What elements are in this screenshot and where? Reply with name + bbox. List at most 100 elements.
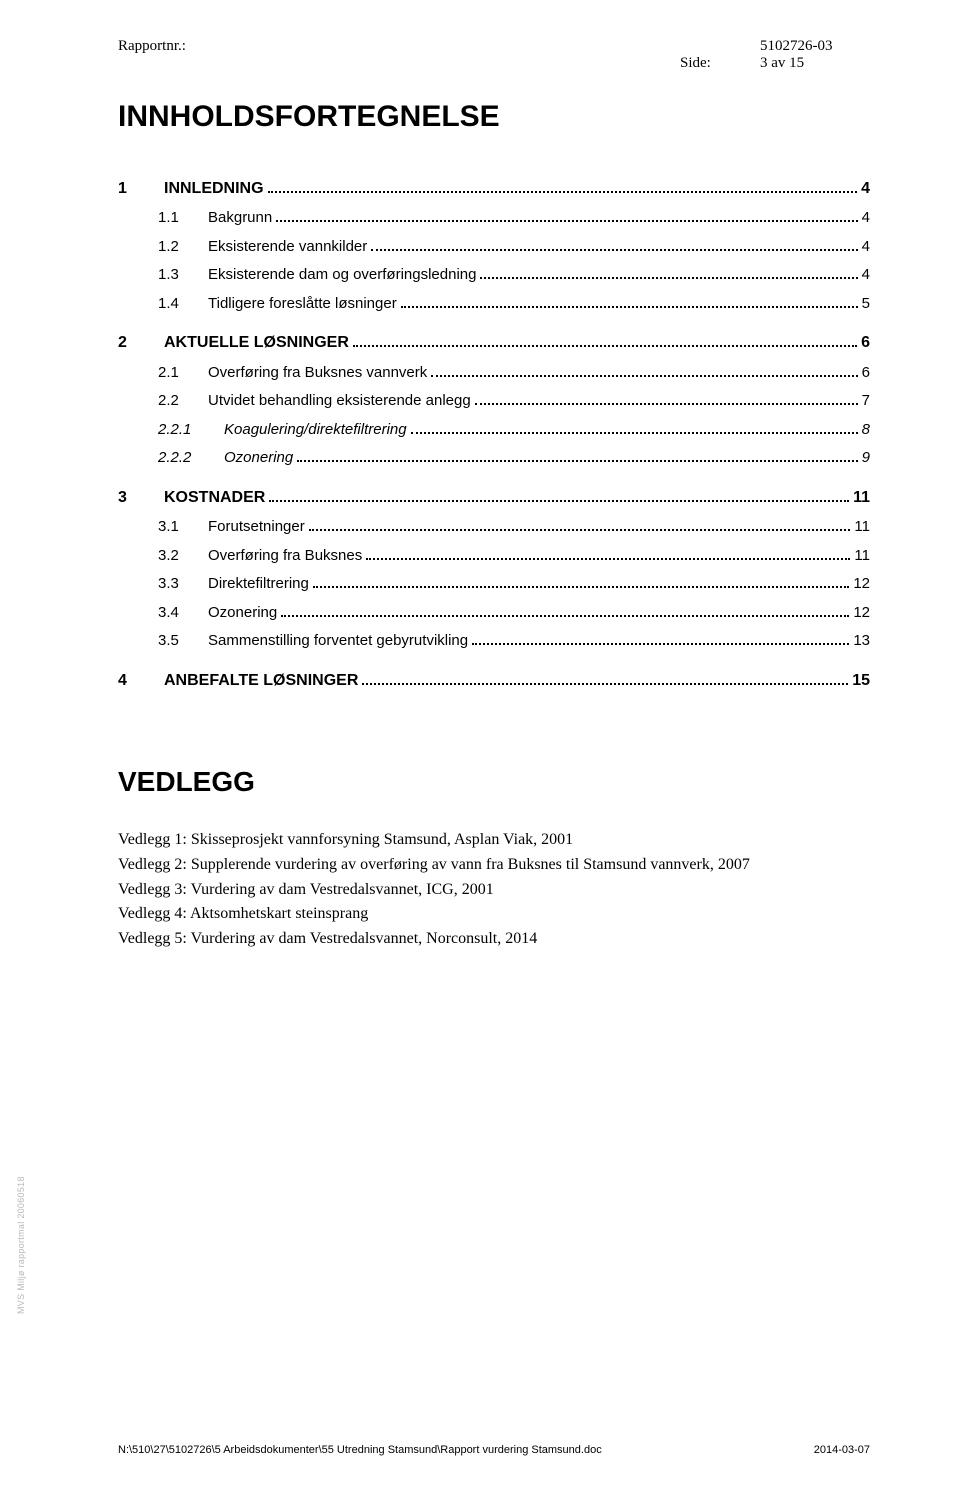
toc-leader bbox=[297, 447, 857, 463]
toc-label: Overføring fra Buksnes vannverk bbox=[202, 359, 427, 388]
toc-leader bbox=[431, 361, 857, 377]
toc-number: 3.5 bbox=[158, 627, 202, 656]
toc-entry: 1.1Bakgrunn 4 bbox=[118, 204, 870, 233]
toc-entry: 4ANBEFALTE LØSNINGER 15 bbox=[118, 666, 870, 696]
toc-label: Tidligere foreslåtte løsninger bbox=[202, 290, 397, 319]
toc-leader bbox=[401, 292, 858, 308]
toc-page: 4 bbox=[862, 261, 870, 290]
toc-page: 11 bbox=[854, 513, 870, 542]
toc-label: Eksisterende vannkilder bbox=[202, 233, 367, 262]
toc-label: Utvidet behandling eksisterende anlegg bbox=[202, 387, 471, 416]
toc-entry: 3.4Ozonering 12 bbox=[118, 599, 870, 628]
toc-entry: 3.1Forutsetninger11 bbox=[118, 513, 870, 542]
toc-leader bbox=[411, 418, 858, 434]
toc-leader bbox=[366, 544, 850, 560]
page-title: INNHOLDSFORTEGNELSE bbox=[118, 100, 870, 134]
toc-number: 1.2 bbox=[158, 233, 202, 262]
toc-page: 12 bbox=[853, 599, 870, 628]
toc-entry: 3.5Sammenstilling forventet gebyrutvikli… bbox=[118, 627, 870, 656]
attachments-title: VEDLEGG bbox=[118, 766, 870, 798]
toc-gap bbox=[118, 473, 870, 483]
toc-label: Koagulering/direktefiltrering bbox=[218, 416, 407, 445]
toc-entry: 2AKTUELLE LØSNINGER 6 bbox=[118, 328, 870, 358]
toc-entry: 3KOSTNADER 11 bbox=[118, 483, 870, 513]
header-page-row: Side: 3 av 15 bbox=[680, 55, 870, 72]
toc-label: Direktefiltrering bbox=[202, 570, 309, 599]
header-report: Rapportnr.: bbox=[118, 38, 494, 72]
toc-page: 13 bbox=[853, 627, 870, 656]
toc-entry: 1INNLEDNING 4 bbox=[118, 174, 870, 204]
toc-leader bbox=[268, 177, 858, 193]
page-header: Rapportnr.: 5102726-03 Side: 3 av 15 bbox=[118, 38, 870, 72]
page-label: Side: bbox=[680, 55, 760, 72]
toc-entry: 2.2.2Ozonering 9 bbox=[118, 444, 870, 473]
toc-page: 11 bbox=[853, 483, 870, 513]
template-watermark: MVS Miljø rapportmal 20060518 bbox=[16, 1176, 26, 1314]
toc-leader bbox=[269, 485, 849, 501]
toc-page: 6 bbox=[861, 328, 870, 358]
toc-number: 1 bbox=[118, 174, 158, 204]
toc-gap bbox=[118, 656, 870, 666]
attachment-item: Vedlegg 4: Aktsomhetskart steinsprang bbox=[118, 902, 870, 927]
toc-number: 4 bbox=[118, 666, 158, 696]
toc-entry: 1.4Tidligere foreslåtte løsninger 5 bbox=[118, 290, 870, 319]
toc-page: 4 bbox=[862, 204, 870, 233]
toc-number: 1.4 bbox=[158, 290, 202, 319]
toc-number: 3.3 bbox=[158, 570, 202, 599]
toc-page: 9 bbox=[862, 444, 870, 473]
toc-page: 8 bbox=[862, 416, 870, 445]
toc-label: Overføring fra Buksnes bbox=[202, 542, 362, 571]
footer-path: N:\510\27\5102726\5 Arbeidsdokumenter\55… bbox=[118, 1444, 602, 1456]
toc-label: AKTUELLE LØSNINGER bbox=[158, 328, 349, 358]
toc-gap bbox=[118, 318, 870, 328]
toc-entry: 2.1Overføring fra Buksnes vannverk 6 bbox=[118, 359, 870, 388]
header-report-row: 5102726-03 bbox=[680, 38, 870, 55]
attachment-item: Vedlegg 3: Vurdering av dam Vestredalsva… bbox=[118, 878, 870, 903]
toc-page: 5 bbox=[862, 290, 870, 319]
attachment-item: Vedlegg 2: Supplerende vurdering av over… bbox=[118, 853, 870, 878]
toc-entry: 3.3Direktefiltrering 12 bbox=[118, 570, 870, 599]
toc-page: 7 bbox=[862, 387, 870, 416]
toc-label: Eksisterende dam og overføringsledning bbox=[202, 261, 476, 290]
toc-leader bbox=[475, 390, 858, 406]
toc-label: Ozonering bbox=[202, 599, 277, 628]
toc-leader bbox=[371, 235, 857, 251]
toc-page: 6 bbox=[862, 359, 870, 388]
toc-label: INNLEDNING bbox=[158, 174, 264, 204]
toc-number: 2 bbox=[118, 328, 158, 358]
page-footer: N:\510\27\5102726\5 Arbeidsdokumenter\55… bbox=[118, 1444, 870, 1456]
footer-date: 2014-03-07 bbox=[814, 1444, 870, 1456]
toc-number: 2.2.2 bbox=[158, 444, 218, 473]
toc-label: Bakgrunn bbox=[202, 204, 272, 233]
toc-number: 3.2 bbox=[158, 542, 202, 571]
toc-label: Sammenstilling forventet gebyrutvikling bbox=[202, 627, 468, 656]
toc-label: ANBEFALTE LØSNINGER bbox=[158, 666, 358, 696]
toc-page: 15 bbox=[852, 666, 870, 696]
toc-leader bbox=[480, 264, 857, 280]
attachment-item: Vedlegg 5: Vurdering av dam Vestredalsva… bbox=[118, 927, 870, 952]
toc-page: 4 bbox=[862, 233, 870, 262]
toc-number: 3.4 bbox=[158, 599, 202, 628]
toc-number: 2.2 bbox=[158, 387, 202, 416]
toc-leader bbox=[309, 516, 851, 532]
spacer bbox=[680, 38, 760, 55]
toc-leader bbox=[281, 601, 849, 617]
toc-number: 2.1 bbox=[158, 359, 202, 388]
toc-number: 1.3 bbox=[158, 261, 202, 290]
page-value: 3 av 15 bbox=[760, 55, 870, 72]
toc-label: KOSTNADER bbox=[158, 483, 265, 513]
toc-leader bbox=[472, 630, 849, 646]
toc-leader bbox=[276, 207, 857, 223]
toc-leader bbox=[313, 573, 849, 589]
toc-number: 3 bbox=[118, 483, 158, 513]
attachments-list: Vedlegg 1: Skisseprosjekt vannforsyning … bbox=[118, 828, 870, 952]
toc-entry: 1.2Eksisterende vannkilder 4 bbox=[118, 233, 870, 262]
toc-label: Forutsetninger bbox=[202, 513, 305, 542]
table-of-contents: 1INNLEDNING41.1Bakgrunn41.2Eksisterende … bbox=[118, 174, 870, 696]
attachment-item: Vedlegg 1: Skisseprosjekt vannforsyning … bbox=[118, 828, 870, 853]
toc-page: 11 bbox=[854, 542, 870, 571]
toc-page: 4 bbox=[861, 174, 870, 204]
toc-page: 12 bbox=[853, 570, 870, 599]
toc-number: 1.1 bbox=[158, 204, 202, 233]
toc-label: Ozonering bbox=[218, 444, 293, 473]
